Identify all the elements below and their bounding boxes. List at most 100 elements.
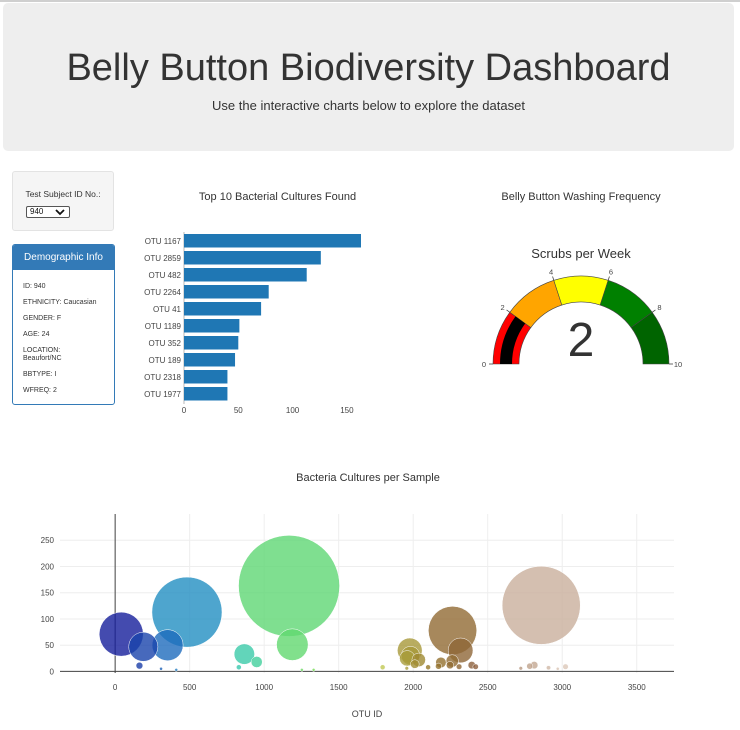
bubble-point xyxy=(435,662,442,670)
gauge-tick-label: 8 xyxy=(657,303,661,312)
demographic-ethnicity: ETHNICITY: Caucasian xyxy=(23,299,97,306)
subject-selector-well: Test Subject ID No.: 940 xyxy=(12,171,114,231)
bubble-y-tick-label: 100 xyxy=(41,615,55,624)
bubble-point xyxy=(546,665,551,671)
gauge-tick-label: 6 xyxy=(609,268,613,277)
bar-chart: OTU 1167 OTU 2859 OTU 482 OTU 2264 OTU 41 OTU… xyxy=(144,232,361,415)
bar-category-label: OTU 41 xyxy=(153,305,182,314)
bubble-x-tick-label: 2500 xyxy=(479,683,497,692)
bubble-point xyxy=(425,664,431,670)
bar-chart-title: Top 10 Bacterial Cultures Found xyxy=(198,191,357,203)
demographic-location: LOCATION: Beaufort/NC xyxy=(23,347,62,362)
bar-category-label: OTU 1977 xyxy=(144,390,181,399)
bar-category-label: OTU 2264 xyxy=(144,288,181,297)
gauge-tick xyxy=(607,276,610,281)
bar xyxy=(184,251,321,265)
chevron-down-icon xyxy=(55,208,65,219)
bubble-y-tick-label: 250 xyxy=(41,536,55,545)
page-subtitle: Use the interactive charts below to expl… xyxy=(212,98,525,113)
top-border xyxy=(0,0,740,2)
bubble-point xyxy=(526,662,534,670)
bubble-point xyxy=(446,661,454,670)
bubble-point xyxy=(472,663,479,670)
bubble-x-tick-label: 3500 xyxy=(628,683,646,692)
gauge-value: 2 xyxy=(568,314,595,367)
bubble-x-tick-label: 1500 xyxy=(330,683,348,692)
gauge-chart-title: Belly Button Washing Frequency xyxy=(501,191,661,203)
bubble-point xyxy=(238,535,340,637)
bar xyxy=(184,285,269,299)
bubble-point xyxy=(233,643,255,665)
bar xyxy=(184,234,361,248)
gauge-tick-label: 4 xyxy=(549,268,553,277)
page-title: Belly Button Biodiversity Dashboard xyxy=(66,47,671,89)
gauge-tick-label: 10 xyxy=(674,360,682,369)
bubble-point xyxy=(135,661,144,670)
bubble-point xyxy=(236,664,242,670)
bubble-point xyxy=(311,668,316,672)
demographic-bbtype: BBTYPE: I xyxy=(23,371,57,378)
bar-category-label: OTU 352 xyxy=(149,339,182,348)
demographic-heading: Demographic Info xyxy=(13,245,114,270)
bar-category-label: OTU 1189 xyxy=(145,322,182,331)
bubble-point xyxy=(276,628,309,661)
bubble-point xyxy=(501,565,581,645)
bubble-y-tick-label: 0 xyxy=(50,667,55,676)
bubble-point xyxy=(159,667,163,671)
bubble-point xyxy=(518,666,523,671)
bubble-point xyxy=(379,664,386,670)
bar-category-label: OTU 189 xyxy=(149,356,182,365)
demographic-age: AGE: 24 xyxy=(23,331,50,338)
gauge-tick-label: 0 xyxy=(482,360,486,369)
bar-x-tick-label: 0 xyxy=(182,406,187,415)
bubble-point xyxy=(300,668,304,672)
bar-x-tick-label: 150 xyxy=(340,406,354,415)
bubble-chart-title: Bacteria Cultures per Sample xyxy=(296,472,440,484)
header-banner: Belly Button Biodiversity Dashboard Use … xyxy=(3,3,734,151)
bar xyxy=(184,336,239,350)
bar-category-label: OTU 2318 xyxy=(144,373,181,382)
bar xyxy=(184,353,236,367)
bubble-x-tick-label: 3000 xyxy=(553,683,571,692)
demographic-wfreq: WFREQ: 2 xyxy=(23,387,57,394)
bubble-x-tick-label: 1000 xyxy=(255,683,273,692)
bar xyxy=(184,387,228,401)
bar-x-tick-label: 100 xyxy=(286,406,300,415)
bubble-point xyxy=(404,666,409,671)
gauge-tick xyxy=(552,276,555,281)
bar-category-label: OTU 482 xyxy=(149,271,182,280)
bubble-x-axis-label: OTU ID xyxy=(352,709,383,719)
bar xyxy=(184,370,228,384)
demographic-id: ID: 940 xyxy=(23,283,46,290)
gauge-subtitle: Scrubs per Week xyxy=(531,246,631,261)
bubble-y-tick-label: 150 xyxy=(41,589,55,598)
bar-category-label: OTU 2859 xyxy=(144,254,181,263)
bar xyxy=(184,302,262,316)
gauge-tick xyxy=(651,309,656,313)
subject-id-value: 940 xyxy=(30,207,44,216)
bubble-point xyxy=(174,668,178,672)
gauge-tick-label: 2 xyxy=(500,303,504,312)
bar-x-tick-label: 50 xyxy=(234,406,243,415)
subject-id-select[interactable]: 940 xyxy=(26,206,70,218)
gauge-step-band xyxy=(553,275,609,306)
bar xyxy=(184,268,307,282)
gauge-chart: Scrubs per Week 0 2 4 6 8 10 2 xyxy=(482,246,682,369)
bubble-point xyxy=(562,663,569,670)
bubble-y-tick-label: 200 xyxy=(41,562,55,571)
bubble-x-tick-label: 0 xyxy=(113,683,118,692)
subject-selector-label: Test Subject ID No.: xyxy=(25,189,101,199)
demographic-panel: Demographic Info ID: 940 ETHNICITY: Cauc… xyxy=(12,244,115,405)
gauge-value-bar xyxy=(500,316,526,364)
demographic-gender: GENDER: F xyxy=(23,315,62,322)
demographic-body: ID: 940 ETHNICITY: Caucasian GENDER: F A… xyxy=(13,270,114,395)
bubble-y-tick-label: 50 xyxy=(45,641,54,650)
bubble-point xyxy=(555,667,560,671)
bubble-x-tick-label: 500 xyxy=(183,683,197,692)
gauge-tick xyxy=(506,309,511,313)
bubble-point xyxy=(410,659,420,669)
bubble-point xyxy=(456,663,463,670)
bubble-x-tick-label: 2000 xyxy=(404,683,422,692)
bubble-point xyxy=(128,631,159,662)
